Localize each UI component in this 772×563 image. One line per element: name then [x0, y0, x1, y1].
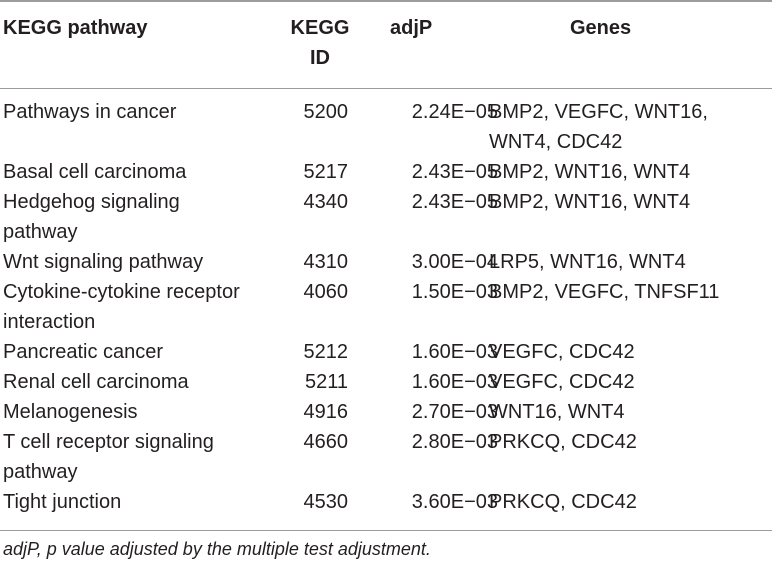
- pathway-cell: Hedgehog signaling pathway: [3, 187, 273, 247]
- genes-line: WNT4, CDC42: [489, 131, 623, 153]
- pathway-line: Renal cell carcinoma: [3, 371, 189, 393]
- kegg-id-cell: 5217: [303, 161, 349, 183]
- genes-line: BMP2, VEGFC, TNFSF11: [489, 281, 720, 303]
- pathway-line: Hedgehog signaling: [3, 191, 180, 213]
- genes-cell: PRKCQ, CDC42: [489, 427, 769, 457]
- genes-cell: PRKCQ, CDC42: [489, 487, 769, 517]
- kegg-id-cell: 4916: [303, 401, 349, 423]
- pathway-line: Cytokine-cytokine receptor: [3, 281, 240, 303]
- genes-cell: BMP2, VEGFC, WNT16, WNT4, CDC42: [489, 97, 769, 157]
- genes-cell: VEGFC, CDC42: [489, 337, 769, 367]
- kegg-id-cell: 4530: [303, 491, 349, 513]
- pathway-cell: Pathways in cancer: [3, 97, 273, 127]
- genes-line: BMP2, VEGFC, WNT16,: [489, 101, 708, 123]
- kegg-id-cell: 4310: [303, 251, 349, 273]
- table-row: Renal cell carcinoma 5211 1.60E−03 VEGFC, C…: [0, 367, 772, 397]
- table-row: Wnt signaling pathway 4310 3.00E−04 LRP5, W…: [0, 247, 772, 277]
- kegg-id-cell: 5200: [303, 101, 349, 123]
- pathway-line: Pancreatic cancer: [3, 341, 164, 363]
- table-row: Tight junction 4530 3.60E−03 PRKCQ, CDC42: [0, 487, 772, 517]
- genes-line: PRKCQ, CDC42: [489, 491, 637, 513]
- pathway-cell: Renal cell carcinoma: [3, 367, 273, 397]
- table-row: Cytokine-cytokine receptor interaction 406…: [0, 277, 772, 337]
- kegg-id-cell: 4060: [303, 281, 349, 303]
- header-rule: [0, 88, 772, 89]
- table-row: Melanogenesis 4916 2.70E−03 WNT16, WNT4: [0, 397, 772, 427]
- genes-cell: BMP2, WNT16, WNT4: [489, 187, 769, 217]
- adjp-cell: 3.00E−04: [411, 251, 498, 273]
- genes-cell: WNT16, WNT4: [489, 397, 769, 427]
- adjp-cell: 1.50E−03: [411, 281, 498, 303]
- genes-cell: LRP5, WNT16, WNT4: [489, 247, 769, 277]
- pathway-line: Tight junction: [3, 491, 122, 513]
- pathway-cell: Basal cell carcinoma: [3, 157, 273, 187]
- header-kegg-pathway: KEGG pathway: [3, 17, 148, 39]
- pathway-cell: Tight junction: [3, 487, 273, 517]
- header-kegg-id: KEGG ID: [275, 13, 365, 73]
- genes-cell: BMP2, WNT16, WNT4: [489, 157, 769, 187]
- kegg-id-cell: 5211: [304, 371, 348, 393]
- genes-line: PRKCQ, CDC42: [489, 431, 637, 453]
- pathway-line: pathway: [3, 461, 78, 483]
- pathway-line: pathway: [3, 221, 78, 243]
- pathway-cell: T cell receptor signaling pathway: [3, 427, 273, 487]
- pathway-cell: Cytokine-cytokine receptor interaction: [3, 277, 273, 337]
- pathway-cell: Melanogenesis: [3, 397, 273, 427]
- adjp-cell: 2.24E−05: [411, 101, 498, 123]
- pathway-cell: Pancreatic cancer: [3, 337, 273, 367]
- adjp-cell: 2.43E−05: [411, 161, 498, 183]
- pathway-line: Pathways in cancer: [3, 101, 177, 123]
- table-row: Basal cell carcinoma 5217 2.43E−05 BMP2, WN…: [0, 157, 772, 187]
- header-genes: Genes: [570, 17, 632, 39]
- table-row: Hedgehog signaling pathway 4340 2.43E−05 BMP…: [0, 187, 772, 247]
- pathway-line: interaction: [3, 311, 96, 333]
- kegg-id-cell: 5212: [303, 341, 349, 363]
- adjp-cell: 2.70E−03: [411, 401, 498, 423]
- bottom-rule: [0, 530, 772, 531]
- adjp-cell: 2.43E−05: [411, 191, 498, 213]
- genes-line: LRP5, WNT16, WNT4: [489, 251, 686, 273]
- kegg-id-cell: 4340: [303, 191, 349, 213]
- header-kegg-id-line1: KEGG: [290, 17, 350, 39]
- adjp-cell: 2.80E−03: [411, 431, 498, 453]
- genes-cell: VEGFC, CDC42: [489, 367, 769, 397]
- pathway-line: Melanogenesis: [3, 401, 138, 423]
- pathway-line: Wnt signaling pathway: [3, 251, 204, 273]
- table-row: T cell receptor signaling pathway 4660 2.80…: [0, 427, 772, 487]
- adjp-cell: 1.60E−03: [411, 341, 498, 363]
- top-rule: [0, 0, 772, 2]
- header-kegg-id-line2: ID: [310, 47, 330, 69]
- genes-line: VEGFC, CDC42: [489, 341, 635, 363]
- table-row: Pathways in cancer 5200 2.24E−05 BMP2, VEGF…: [0, 97, 772, 157]
- adjp-cell: 1.60E−03: [411, 371, 498, 393]
- header-adjp: adjP: [390, 17, 433, 39]
- genes-cell: BMP2, VEGFC, TNFSF11: [489, 277, 769, 307]
- kegg-id-cell: 4660: [303, 431, 349, 453]
- genes-line: WNT16, WNT4: [489, 401, 625, 423]
- genes-line: BMP2, WNT16, WNT4: [489, 191, 691, 213]
- pathway-cell: Wnt signaling pathway: [3, 247, 273, 277]
- pathway-line: Basal cell carcinoma: [3, 161, 187, 183]
- table-row: Pancreatic cancer 5212 1.60E−03 VEGFC, CDC4…: [0, 337, 772, 367]
- genes-line: VEGFC, CDC42: [489, 371, 635, 393]
- pathway-line: T cell receptor signaling: [3, 431, 214, 453]
- footnote: adjP, p value adjusted by the multiple t…: [3, 539, 431, 559]
- adjp-cell: 3.60E−03: [411, 491, 498, 513]
- genes-line: BMP2, WNT16, WNT4: [489, 161, 691, 183]
